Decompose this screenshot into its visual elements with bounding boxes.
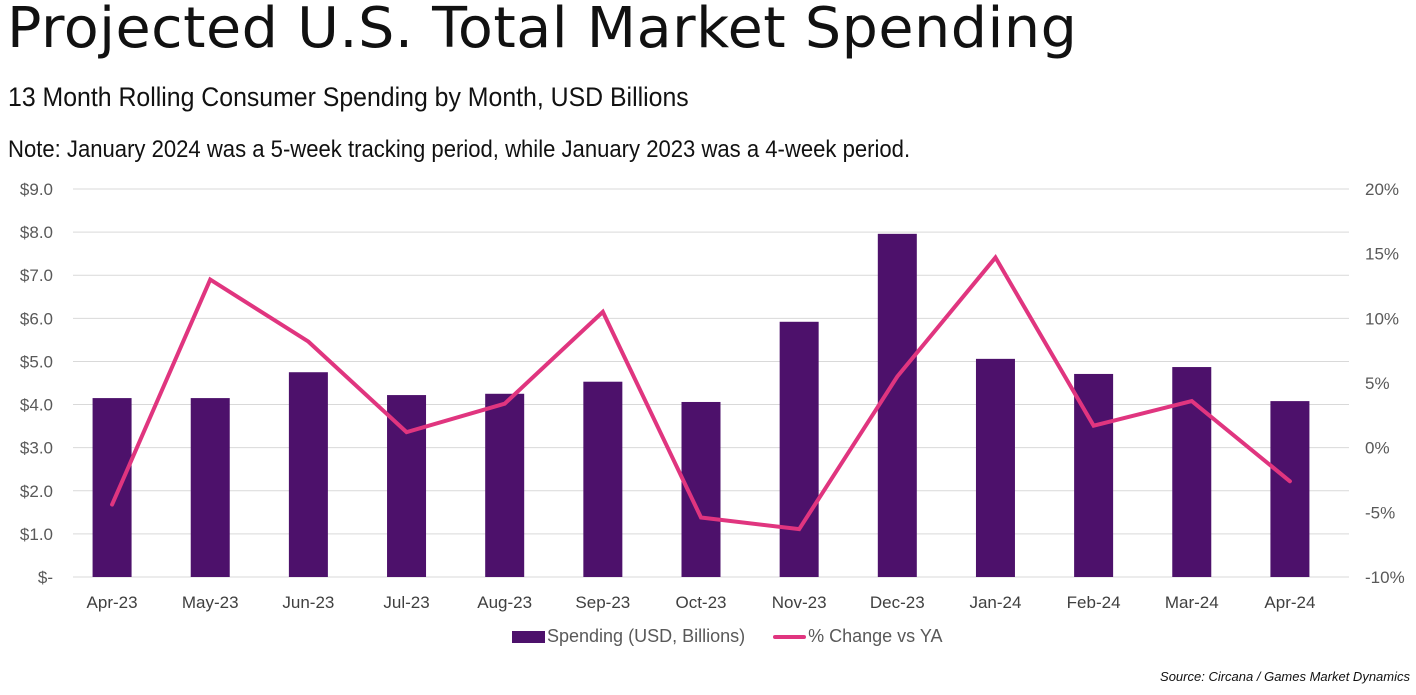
bar xyxy=(190,398,230,577)
x-axis-tick-label: Mar-24 xyxy=(1165,593,1219,612)
left-axis-tick-label: $- xyxy=(38,568,53,587)
legend-label-spending: Spending (USD, Billions) xyxy=(547,626,746,646)
bar xyxy=(485,393,525,577)
legend: Spending (USD, Billions) % Change vs YA xyxy=(512,626,971,647)
x-axis-tick-label: Nov-23 xyxy=(772,593,827,612)
bar xyxy=(1074,373,1114,577)
legend-label-change: % Change vs YA xyxy=(808,626,943,646)
left-axis-tick-label: $2.0 xyxy=(20,482,53,501)
x-axis-tick-label: Jan-24 xyxy=(969,593,1021,612)
legend-bar-swatch xyxy=(512,630,545,643)
bar xyxy=(877,233,917,577)
x-axis-tick-label: Feb-24 xyxy=(1067,593,1121,612)
right-axis-tick-label: -10% xyxy=(1365,568,1405,587)
right-axis-tick-label: 15% xyxy=(1365,245,1399,264)
x-axis-tick-label: Aug-23 xyxy=(477,593,532,612)
bar xyxy=(92,398,132,577)
chart-title: Projected U.S. Total Market Spending xyxy=(7,0,1078,61)
right-axis-tick-label: -5% xyxy=(1365,503,1395,522)
legend-item-change: % Change vs YA xyxy=(773,626,943,647)
left-axis-tick-label: $1.0 xyxy=(20,525,53,544)
x-axis-tick-label: Jun-23 xyxy=(282,593,334,612)
x-axis-tick-label: Oct-23 xyxy=(675,593,726,612)
right-axis-tick-label: 5% xyxy=(1365,374,1390,393)
left-axis-tick-label: $7.0 xyxy=(20,266,53,285)
bar xyxy=(975,358,1015,577)
bar xyxy=(387,395,427,577)
right-axis-tick-label: 0% xyxy=(1365,439,1390,458)
line-series xyxy=(110,254,1292,532)
bar xyxy=(583,381,623,577)
source-note: Source: Circana / Games Market Dynamics xyxy=(1160,669,1410,684)
bar xyxy=(1270,401,1310,577)
x-axis-tick-label: May-23 xyxy=(182,593,239,612)
left-axis-tick-label: $6.0 xyxy=(20,309,53,328)
x-axis-tick-label: Apr-23 xyxy=(87,593,138,612)
bar xyxy=(1172,367,1212,577)
right-axis-ticks: -10% -5% 0% 5% 10% 15% 20% xyxy=(1365,180,1405,587)
left-axis-ticks: $- $1.0 $2.0 $3.0 $4.0 $5.0 $6.0 $7.0 $8.0 $9.0 xyxy=(20,180,53,587)
right-axis-tick-label: 20% xyxy=(1365,180,1399,199)
legend-item-spending: Spending (USD, Billions) xyxy=(512,626,745,647)
bar-series xyxy=(92,233,1310,577)
left-axis-tick-label: $3.0 xyxy=(20,439,53,458)
left-axis-tick-label: $8.0 xyxy=(20,223,53,242)
chart-note: Note: January 2024 was a 5-week tracking… xyxy=(8,136,911,163)
left-axis-tick-label: $9.0 xyxy=(20,180,53,199)
chart-subtitle: 13 Month Rolling Consumer Spending by Mo… xyxy=(8,82,689,112)
left-axis-tick-label: $5.0 xyxy=(20,352,53,371)
x-axis-tick-label: Jul-23 xyxy=(383,593,429,612)
right-axis-tick-label: 10% xyxy=(1365,309,1399,328)
x-axis-tick-label: Dec-23 xyxy=(870,593,925,612)
legend-line-swatch xyxy=(773,634,807,639)
x-axis-tick-label: Sep-23 xyxy=(575,593,630,612)
bar xyxy=(288,372,328,577)
x-axis-ticks: Apr-23 May-23 Jun-23 Jul-23 Aug-23 Sep-23 Oct-… xyxy=(87,593,1316,612)
x-axis-tick-label: Apr-24 xyxy=(1264,593,1315,612)
bar xyxy=(779,321,819,577)
left-axis-tick-label: $4.0 xyxy=(20,396,53,415)
